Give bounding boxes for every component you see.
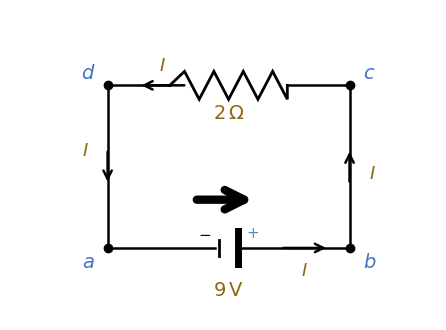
Text: $+$: $+$	[245, 226, 259, 242]
Text: $I$: $I$	[301, 262, 308, 280]
Text: $I$: $I$	[82, 143, 89, 160]
Text: $I$: $I$	[160, 57, 166, 75]
Text: $-$: $-$	[198, 226, 212, 242]
Text: $9\,{\rm V}$: $9\,{\rm V}$	[213, 281, 244, 300]
Text: $I$: $I$	[368, 165, 376, 183]
Text: d: d	[82, 64, 94, 83]
Text: $2\,\Omega$: $2\,\Omega$	[213, 104, 244, 123]
Text: c: c	[363, 64, 374, 83]
Text: a: a	[82, 253, 94, 272]
Text: b: b	[363, 253, 376, 272]
